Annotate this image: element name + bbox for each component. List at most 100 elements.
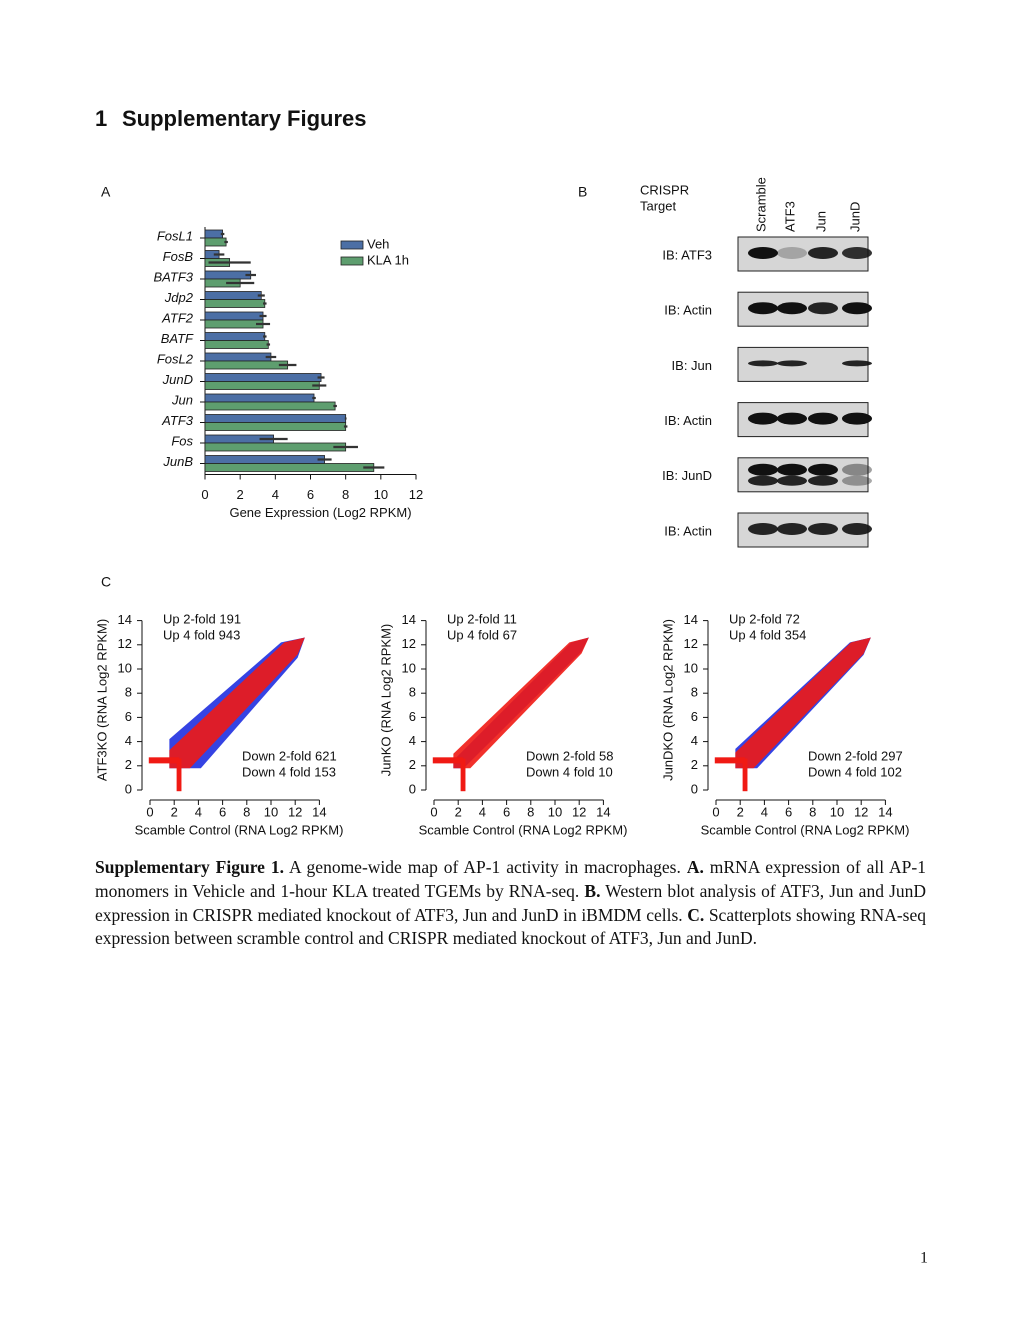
y-tick-label: 8	[409, 685, 416, 700]
bar	[204, 299, 266, 308]
bar	[204, 237, 227, 247]
blot-band	[748, 412, 778, 425]
caption-text: A genome-wide map of AP-1 activity in ma…	[288, 857, 681, 877]
x-tick-label: 10	[830, 804, 844, 819]
lane-label: JunD	[847, 202, 862, 232]
bar	[204, 360, 289, 370]
blot-band	[748, 302, 778, 315]
bar	[204, 463, 375, 472]
blot-band	[808, 463, 838, 476]
category-label: Jdp2	[164, 290, 194, 305]
y-tick-label: 14	[684, 612, 698, 627]
bar	[204, 393, 315, 403]
scatter-cloud	[453, 637, 589, 769]
x-tick-label: 10	[374, 487, 388, 502]
category-label: JunD	[162, 372, 193, 387]
lane-label: Scramble	[753, 177, 768, 232]
caption-text: Western blot analysis of ATF3, Jun and J…	[95, 880, 927, 925]
blot-row-label: IB: Jun	[672, 358, 712, 373]
y-tick-label: 4	[691, 733, 698, 748]
x-tick-label: 6	[785, 804, 792, 819]
bar	[204, 442, 347, 452]
x-tick-label: 4	[272, 487, 279, 502]
page-number: 1	[920, 1250, 928, 1267]
y-tick-label: 12	[402, 636, 416, 651]
lane-label: ATF3	[782, 201, 797, 232]
category-label: Jun	[171, 392, 193, 407]
y-axis-label: JunDKO (RNA Log2 RPKM)	[660, 619, 675, 781]
panel-label: A	[101, 184, 111, 200]
bar	[204, 270, 252, 280]
x-tick-label: 12	[854, 804, 868, 819]
blot-band	[842, 360, 872, 367]
blot-band	[777, 463, 807, 476]
annotation: Up 4 fold 67	[447, 627, 517, 642]
y-tick-label: 6	[691, 709, 698, 724]
x-axis-label: Scamble Control (RNA Log2 RPKM)	[135, 822, 344, 837]
annotation: Down 2-fold 58	[526, 748, 613, 763]
category-label: ATF2	[161, 310, 194, 325]
annotation: Up 2-fold 11	[447, 611, 517, 626]
y-axis-label: ATF3KO (RNA Log2 RPKM)	[94, 619, 109, 781]
x-tick-label: 6	[219, 804, 226, 819]
blot-band	[808, 523, 838, 535]
category-label: JunB	[162, 454, 193, 469]
x-axis-label: Gene Expression (Log2 RPKM)	[229, 505, 411, 520]
blot-row-label: IB: ATF3	[662, 247, 712, 262]
x-tick-label: 2	[237, 487, 244, 502]
scatter-cloud	[148, 757, 180, 764]
legend-label: Veh	[367, 236, 389, 251]
blot-band	[808, 412, 838, 425]
blot-title: Target	[640, 198, 677, 213]
x-tick-label: 0	[712, 804, 719, 819]
blot-band	[748, 523, 778, 535]
blot-band	[842, 523, 872, 535]
caption-label: B.	[584, 880, 601, 901]
blot-band	[808, 475, 838, 486]
scatter-cloud	[432, 757, 464, 764]
y-tick-label: 8	[125, 685, 132, 700]
panel-label: C	[101, 574, 111, 590]
category-label: ATF3	[161, 413, 194, 428]
x-tick-label: 14	[312, 804, 326, 819]
x-tick-label: 12	[409, 487, 423, 502]
annotation: Up 2-fold 191	[163, 611, 241, 626]
lane-label: Jun	[813, 211, 828, 232]
bar	[204, 352, 272, 362]
scatter-cloud	[742, 758, 748, 792]
x-axis-label: Scamble Control (RNA Log2 RPKM)	[701, 822, 910, 837]
x-tick-label: 6	[307, 487, 314, 502]
blot-band	[777, 412, 807, 425]
x-tick-label: 4	[195, 804, 202, 819]
category-label: FosL1	[157, 228, 193, 243]
y-tick-label: 6	[409, 709, 416, 724]
bar	[204, 340, 269, 349]
x-tick-label: 4	[761, 804, 768, 819]
x-axis-label: Scamble Control (RNA Log2 RPKM)	[419, 822, 628, 837]
bar	[204, 332, 266, 341]
blot-row-label: IB: JunD	[662, 468, 712, 483]
annotation: Down 2-fold 621	[242, 748, 337, 763]
annotation: Down 4 fold 102	[808, 764, 902, 779]
blot-band	[777, 475, 807, 486]
bar	[204, 414, 347, 423]
x-tick-label: 6	[503, 804, 510, 819]
y-tick-label: 6	[125, 709, 132, 724]
blot-band	[842, 475, 872, 486]
section-number: 1	[95, 106, 107, 131]
blot-band	[842, 412, 872, 425]
caption-label: C.	[687, 904, 705, 925]
x-tick-label: 0	[146, 804, 153, 819]
legend-swatch	[340, 256, 364, 266]
x-tick-label: 2	[737, 804, 744, 819]
x-tick-label: 12	[572, 804, 586, 819]
y-tick-label: 14	[402, 612, 416, 627]
x-tick-label: 2	[455, 804, 462, 819]
y-tick-label: 12	[684, 636, 698, 651]
caption-label: A.	[686, 857, 704, 877]
bar	[204, 229, 223, 239]
blot-band	[777, 302, 807, 315]
x-tick-label: 10	[264, 804, 278, 819]
blot-band	[748, 463, 778, 476]
